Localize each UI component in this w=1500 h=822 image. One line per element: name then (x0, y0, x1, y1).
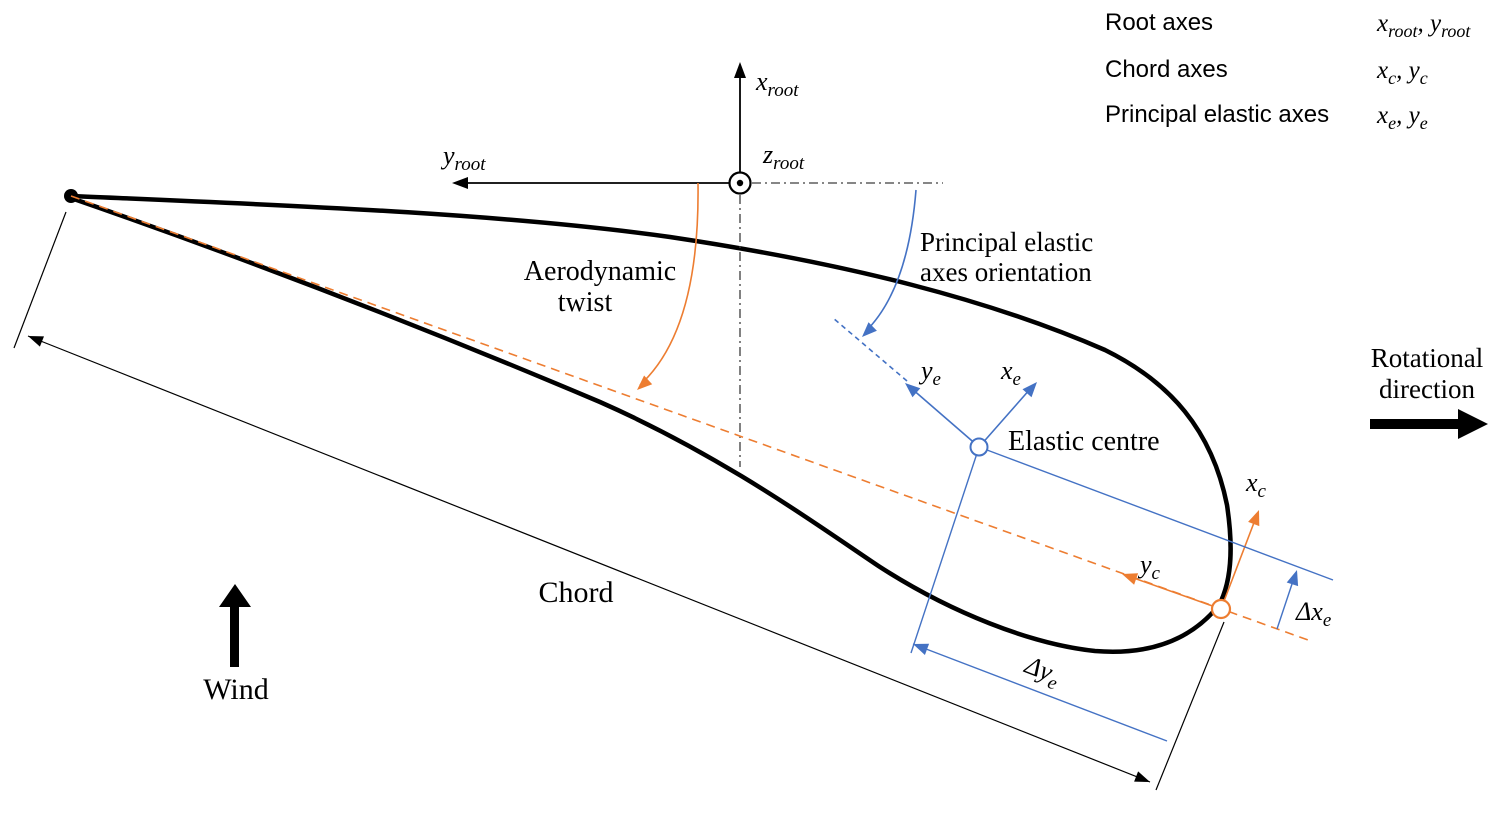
elastic-centre-point (969, 437, 989, 457)
y-e-axis-line (910, 387, 974, 443)
y-c-axis-line (1127, 575, 1213, 607)
aerodynamic-twist-label-line1: Aerodynamic (524, 256, 676, 287)
legend: Root axes Chord axes Principal elastic a… (1105, 9, 1471, 133)
x-root-arrowhead (734, 62, 746, 78)
airfoil-upper-surface (68, 193, 1233, 604)
delta-x-e-label: Δxe (1295, 597, 1331, 631)
orientation-arc-arrowhead (862, 322, 877, 337)
chord-extension-line-leading (13, 211, 67, 349)
chord-dimension-line (27, 335, 1151, 783)
elastic-axis-parallel-line (986, 449, 1334, 581)
chord-label: Chord (539, 576, 614, 609)
rotational-direction-label-line1: Rotational (1371, 343, 1483, 373)
delta-y-e-dimension-line (912, 643, 1168, 742)
elastic-axes-group (832, 189, 1334, 742)
airfoil-lower-surface (68, 195, 1217, 654)
x-c-arrowhead (1248, 510, 1260, 527)
aerodynamic-twist-arc (639, 182, 699, 386)
legend-label-chord: Chord axes (1105, 56, 1228, 83)
chord-axes-group (70, 182, 1309, 641)
legend-symbols-elastic: xe, ye (1376, 102, 1428, 133)
y-root-arrowhead (452, 177, 468, 189)
trailing-edge-point (1210, 598, 1232, 620)
y-c-arrowhead (1122, 573, 1139, 585)
rotational-direction-indicator: Rotational direction (1370, 343, 1488, 439)
principal-orientation-label-line2: axes orientation (920, 257, 1092, 287)
wind-indicator: Wind (203, 584, 269, 706)
y-root-label: yroot (440, 141, 486, 175)
chord-dim-arrowhead-right (1134, 771, 1150, 782)
wind-label: Wind (203, 673, 268, 706)
chord-dim-arrowhead-left (28, 336, 44, 347)
x-e-label: xe (1000, 356, 1021, 390)
chord-dimension: Chord (13, 211, 1225, 791)
chord-dashed-line (70, 195, 1309, 641)
wind-arrow (219, 584, 251, 667)
z-root-origin-dot (736, 179, 744, 187)
rotational-direction-label-line2: direction (1379, 374, 1475, 404)
elastic-perpendicular-extension-line (910, 454, 978, 654)
y-e-arrowhead (905, 383, 921, 398)
z-root-label: zroot (762, 140, 805, 174)
x-c-axis-line (1223, 519, 1256, 601)
principal-orientation-label-line1: Principal elastic (920, 227, 1093, 257)
x-e-axis-line (984, 387, 1032, 442)
x-c-label: xc (1245, 468, 1267, 502)
delta-x-e-arrowhead (1286, 570, 1299, 587)
elastic-centre-label: Elastic centre (1008, 426, 1160, 457)
y-c-label: yc (1137, 550, 1161, 584)
y-e-label: ye (918, 356, 941, 390)
orientation-arc (864, 189, 917, 333)
delta-y-e-label: Δye (1019, 650, 1065, 695)
chord-extension-line-trailing (1155, 621, 1225, 791)
legend-label-elastic: Principal elastic axes (1105, 101, 1329, 128)
legend-symbols-root: xroot, yroot (1376, 10, 1471, 41)
legend-label-root: Root axes (1105, 9, 1213, 36)
y-e-extension-dashed-line (832, 317, 908, 382)
x-root-label: xroot (755, 67, 799, 101)
root-axes: xroot yroot zroot (440, 62, 805, 195)
delta-y-e-arrowhead (913, 643, 930, 655)
legend-symbols-chord: xc, yc (1376, 57, 1428, 88)
aerodynamic-twist-arrowhead (637, 375, 653, 390)
x-e-arrowhead (1022, 382, 1037, 398)
aerodynamic-twist-label-line2: twist (558, 287, 613, 318)
rotational-direction-arrow (1370, 409, 1488, 439)
